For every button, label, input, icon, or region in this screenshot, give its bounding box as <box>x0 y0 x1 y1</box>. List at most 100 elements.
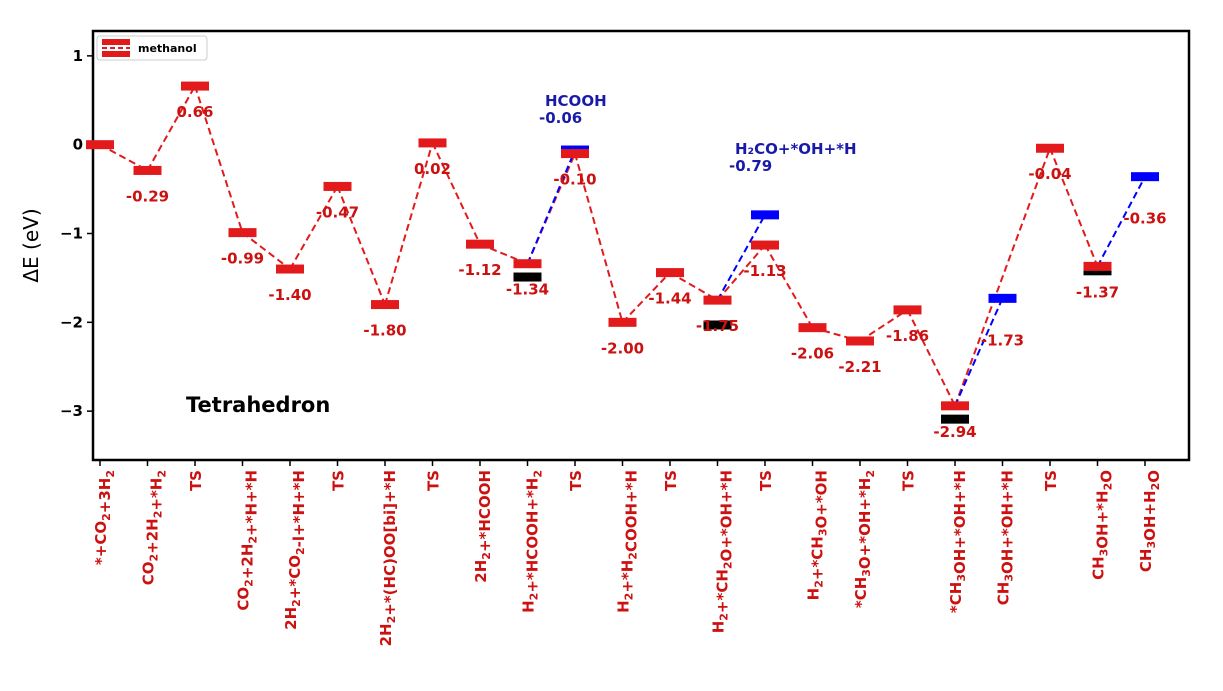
blue-level-bar <box>1131 172 1159 182</box>
level-marks <box>86 81 1159 424</box>
plot-frame <box>91 29 1191 462</box>
x-tick-label: *+CO2+3H2 <box>92 470 117 565</box>
black-level-bar <box>513 272 542 282</box>
methanol-line-segment <box>764 244 814 329</box>
methanol-level-bar <box>133 165 162 175</box>
x-tick-label: H2+*CH2O+*OH+*H <box>710 470 736 633</box>
methanol-value-label: -1.44 <box>648 290 691 308</box>
annotation-value: -0.79 <box>729 157 772 175</box>
methanol-level-bar <box>418 138 447 148</box>
methanol-level-bar <box>751 240 779 250</box>
methanol-line-segment <box>859 309 909 342</box>
methanol-level-bar <box>656 268 684 278</box>
black-level-bar <box>703 320 732 330</box>
methanol-line-segment <box>384 142 434 305</box>
methanol-value-label: -0.29 <box>126 187 169 205</box>
methanol-value-label: -1.80 <box>363 322 406 340</box>
x-tick-label: TS <box>187 470 205 491</box>
methanol-value-label: -1.12 <box>458 261 501 279</box>
methanol-value-label: 0.66 <box>176 103 213 121</box>
x-tick-label: CH3OH+H2O <box>1137 470 1163 572</box>
x-axis: *+CO2+3H2 CO2+2H2+*H2 TS CO2+2H2+*H+*H 2H2+*… <box>92 460 1163 646</box>
methanol-line-segment <box>669 271 719 301</box>
y-tick-label: 1 <box>73 47 83 65</box>
alt-path-line-segment <box>716 214 766 301</box>
blue-level-bar <box>988 293 1017 303</box>
annotation-name: HCOOH <box>545 92 607 110</box>
methanol-level-bar <box>893 305 922 315</box>
methanol-level-bar <box>941 401 969 411</box>
methanol-value-label: -1.34 <box>506 281 549 299</box>
x-tick-label: CO2+2H2+*H2 <box>140 470 169 585</box>
black-level-bar <box>941 414 969 424</box>
methanol-line-segment <box>431 142 481 245</box>
methanol-level-bar <box>846 336 874 346</box>
x-tick-label: H2+*H2COOH+*H <box>615 470 641 613</box>
methanol-level-bar <box>86 140 114 150</box>
methanol-level-bar <box>466 239 494 249</box>
methanol-value-label: -1.40 <box>268 286 311 304</box>
methanol-value-label: -2.06 <box>791 345 834 363</box>
x-tick-label: TS <box>567 470 585 491</box>
y-tick-label: 0 <box>73 136 83 154</box>
x-tick-label: TS <box>330 470 348 491</box>
annotation-value: -0.06 <box>539 109 582 127</box>
methanol-line-segment <box>574 153 624 323</box>
methanol-level-bar <box>228 228 257 238</box>
methanol-line-segment <box>194 85 244 233</box>
methanol-level-bar <box>1036 143 1064 153</box>
methanol-value-label: -1.37 <box>1076 283 1119 301</box>
methanol-line-segment <box>146 85 196 171</box>
x-tick-label: H2+*CH3O+*OH <box>805 470 831 600</box>
methanol-value-label: -1.75 <box>696 317 739 335</box>
annotations: HCOOH-0.06 H₂CO+*OH+*H-0.79 <box>539 92 857 175</box>
x-tick-label: 2H2+*(HC)OO[bi]+*H <box>377 470 399 646</box>
x-tick-label: TS <box>900 470 918 491</box>
y-tick-label: −3 <box>60 402 83 420</box>
alt-path-line-segment <box>526 149 576 265</box>
series-lines <box>99 85 1146 407</box>
methanol-level-bar <box>1083 261 1112 271</box>
x-tick-label: H2+*HCOOH+*H2 <box>520 470 545 613</box>
methanol-value-label: -2.00 <box>601 339 644 357</box>
methanol-level-bar <box>323 181 352 191</box>
blue-level-bar <box>751 210 779 220</box>
methanol-line-segment <box>716 244 766 301</box>
methanol-value-label: -0.99 <box>221 250 264 268</box>
methanol-level-bar <box>798 323 827 333</box>
methanol-line-segment <box>289 185 339 270</box>
x-tick-label: CO2+2H2+*H+*H <box>235 470 261 611</box>
methanol-line-segment <box>479 243 528 265</box>
x-tick-label: *CH3OH+*OH+*H <box>947 470 969 613</box>
methanol-line-segment <box>621 271 671 324</box>
x-tick-label: TS <box>1042 470 1060 491</box>
methanol-value-label: -0.04 <box>1028 165 1071 183</box>
methanol-level-bar <box>608 317 637 327</box>
alt-path-value-label: -1.73 <box>981 331 1024 349</box>
methanol-level-bar <box>181 81 209 91</box>
methanol-line-segment <box>241 231 291 270</box>
methanol-value-label: -2.94 <box>933 423 976 441</box>
methanol-value-label: -2.21 <box>838 358 881 376</box>
y-axis-label: ΔE (eV) <box>19 208 43 282</box>
alt-path-value-label: -0.36 <box>1123 210 1166 228</box>
x-tick-label: 2H2+*CO2-l+*H+*H <box>282 470 308 630</box>
x-tick-label: TS <box>662 470 680 491</box>
y-axis: 1 0 −1 −2 −3 <box>60 47 93 420</box>
methanol-value-label: -0.10 <box>553 171 596 189</box>
y-tick-label: −2 <box>60 313 83 331</box>
methanol-level-bar <box>276 264 304 274</box>
y-tick-label: −1 <box>60 225 83 243</box>
methanol-level-bar <box>703 295 732 305</box>
x-tick-label: TS <box>757 470 775 491</box>
methanol-line-segment <box>906 309 956 407</box>
x-tick-label: CH3OH+*OH+*H <box>995 470 1017 605</box>
legend-swatch-bottom <box>102 51 130 57</box>
value-labels: -0.29 0.66 -0.99-1.40 -0.47 -1.80 0.02 -1.12 -1… <box>126 103 1167 441</box>
alt-path-line-segment <box>954 297 1004 407</box>
methanol-value-label: -0.47 <box>316 203 359 221</box>
x-tick-label: TS <box>425 470 443 491</box>
methanol-value-label: -1.13 <box>743 262 786 280</box>
